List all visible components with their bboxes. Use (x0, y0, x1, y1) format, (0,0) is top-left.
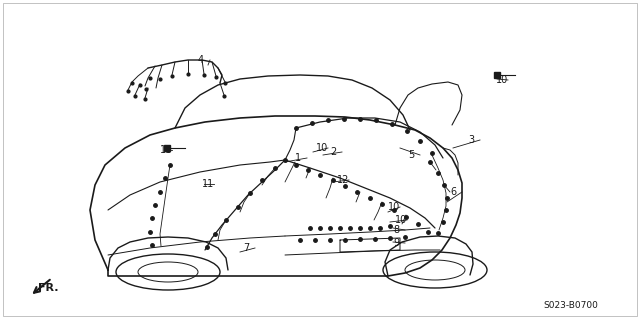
Text: 11: 11 (160, 145, 172, 155)
Text: 10: 10 (388, 202, 400, 212)
Text: 3: 3 (468, 135, 474, 145)
Text: FR.: FR. (38, 283, 58, 293)
Text: 4: 4 (198, 55, 204, 65)
Text: 2: 2 (330, 147, 336, 157)
Text: 7: 7 (243, 243, 249, 253)
Text: S023-B0700: S023-B0700 (543, 301, 598, 310)
Text: 9: 9 (393, 238, 399, 248)
Text: 8: 8 (393, 225, 399, 235)
Text: 5: 5 (408, 150, 414, 160)
Text: 6: 6 (450, 187, 456, 197)
Text: 12: 12 (337, 175, 349, 185)
Text: 10: 10 (316, 143, 328, 153)
Text: 10: 10 (395, 215, 407, 225)
Text: 10: 10 (496, 75, 508, 85)
Text: 1: 1 (295, 153, 301, 163)
Text: 11: 11 (202, 179, 214, 189)
